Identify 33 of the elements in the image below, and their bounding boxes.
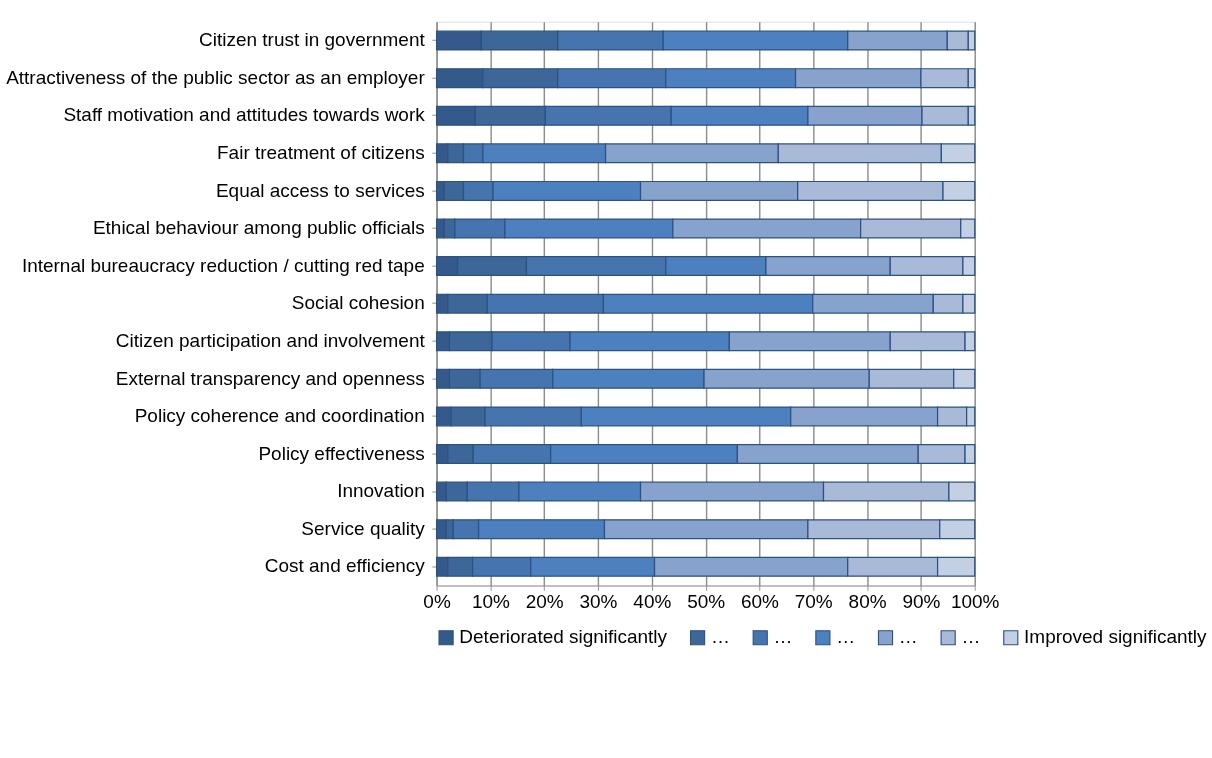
x-tick-label: 30% <box>579 590 618 612</box>
x-tick-label: 70% <box>794 590 833 612</box>
y-tick-label: Staff motivation and attitudes towards work <box>63 104 426 126</box>
y-tick-label: Fair treatment of citizens <box>217 142 425 164</box>
y-tick-label: Service quality <box>301 517 426 539</box>
x-tick-label: 0% <box>423 590 451 612</box>
y-tick-label: External transparency and openness <box>115 367 425 389</box>
legend-label: … <box>710 626 730 648</box>
y-tick-label: Policy coherence and coordination <box>134 405 425 427</box>
x-tick-label: 50% <box>687 590 726 612</box>
y-tick-label: Policy effectiveness <box>258 442 425 464</box>
y-tick-label: Innovation <box>337 480 425 502</box>
x-tick-label: 10% <box>471 590 510 612</box>
x-tick-label: 20% <box>525 590 564 612</box>
y-tick-label: Citizen participation and involvement <box>115 329 426 351</box>
x-tick-label: 60% <box>740 590 780 612</box>
y-tick-label: Cost and efficiency <box>264 555 426 577</box>
legend-label: Improved significantly <box>1024 626 1207 648</box>
x-tick-label: 80% <box>848 590 887 612</box>
y-tick-label: Attractiveness of the public sector as an employer <box>6 66 425 88</box>
y-tick-label: Citizen trust in government <box>199 29 426 51</box>
legend-label: … <box>836 626 856 648</box>
y-tick-label: Equal access to services <box>215 179 425 201</box>
legend-label: Deteriorated significantly <box>459 626 668 648</box>
x-tick-label: 100% <box>950 590 1000 612</box>
legend-label: … <box>773 626 793 648</box>
x-tick-label: 40% <box>633 590 672 612</box>
y-tick-label: Internal bureaucracy reduction / cutting red tape <box>21 254 425 276</box>
legend-label: … <box>961 626 981 648</box>
x-tick-label: 90% <box>902 590 941 612</box>
y-tick-label: Ethical behaviour among public officials <box>92 217 425 239</box>
legend-label: … <box>898 626 918 648</box>
y-tick-label: Social cohesion <box>291 292 425 314</box>
